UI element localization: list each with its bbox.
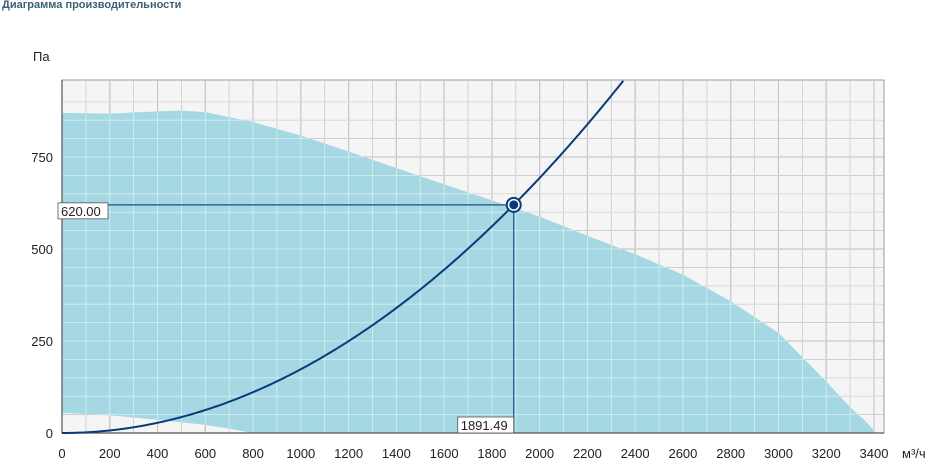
operating-point-marker-inner [509,200,519,210]
x-tick-label: 800 [242,446,264,461]
x-tick-label: 1800 [477,446,506,461]
y-unit-label: Па [33,49,50,64]
operating-range-area [62,110,877,433]
y-tick-label: 750 [31,150,53,165]
x-tick-label: 2400 [621,446,650,461]
x-tick-label: 600 [194,446,216,461]
x-tick-label: 2200 [573,446,602,461]
x-tick-label: 1000 [286,446,315,461]
operating-point-y-value: 620.00 [61,204,101,219]
y-tick-labels: 0 250 500 750 [31,150,53,441]
x-tick-label: 1400 [382,446,411,461]
x-tick-labels: 0 200 400 600 800 1000 1200 1400 1600 1800 2000 220… [58,446,888,461]
operating-point-y-callout: 620.00 [57,202,109,220]
page-title: Диаграмма производительности [2,0,182,11]
y-tick-label: 250 [31,334,53,349]
x-tick-label: 3000 [764,446,793,461]
x-tick-label: 2800 [716,446,745,461]
x-tick-label: 3400 [860,446,889,461]
operating-point-x-value: 1891.49 [461,418,508,433]
system-curve-line [61,80,625,434]
x-tick-label: 400 [147,446,169,461]
x-tick-label: 0 [58,446,65,461]
x-tick-label: 1200 [334,446,363,461]
x-tick-label: 3200 [812,446,841,461]
y-tick-label: 500 [31,242,53,257]
operating-point-x-callout: 1891.49 [457,416,515,434]
y-tick-label: 0 [46,426,53,441]
x-tick-label: 2000 [525,446,554,461]
x-tick-label: 2600 [668,446,697,461]
x-tick-label: 1600 [430,446,459,461]
x-unit-label: м³/ч [902,446,926,461]
x-tick-label: 200 [99,446,121,461]
